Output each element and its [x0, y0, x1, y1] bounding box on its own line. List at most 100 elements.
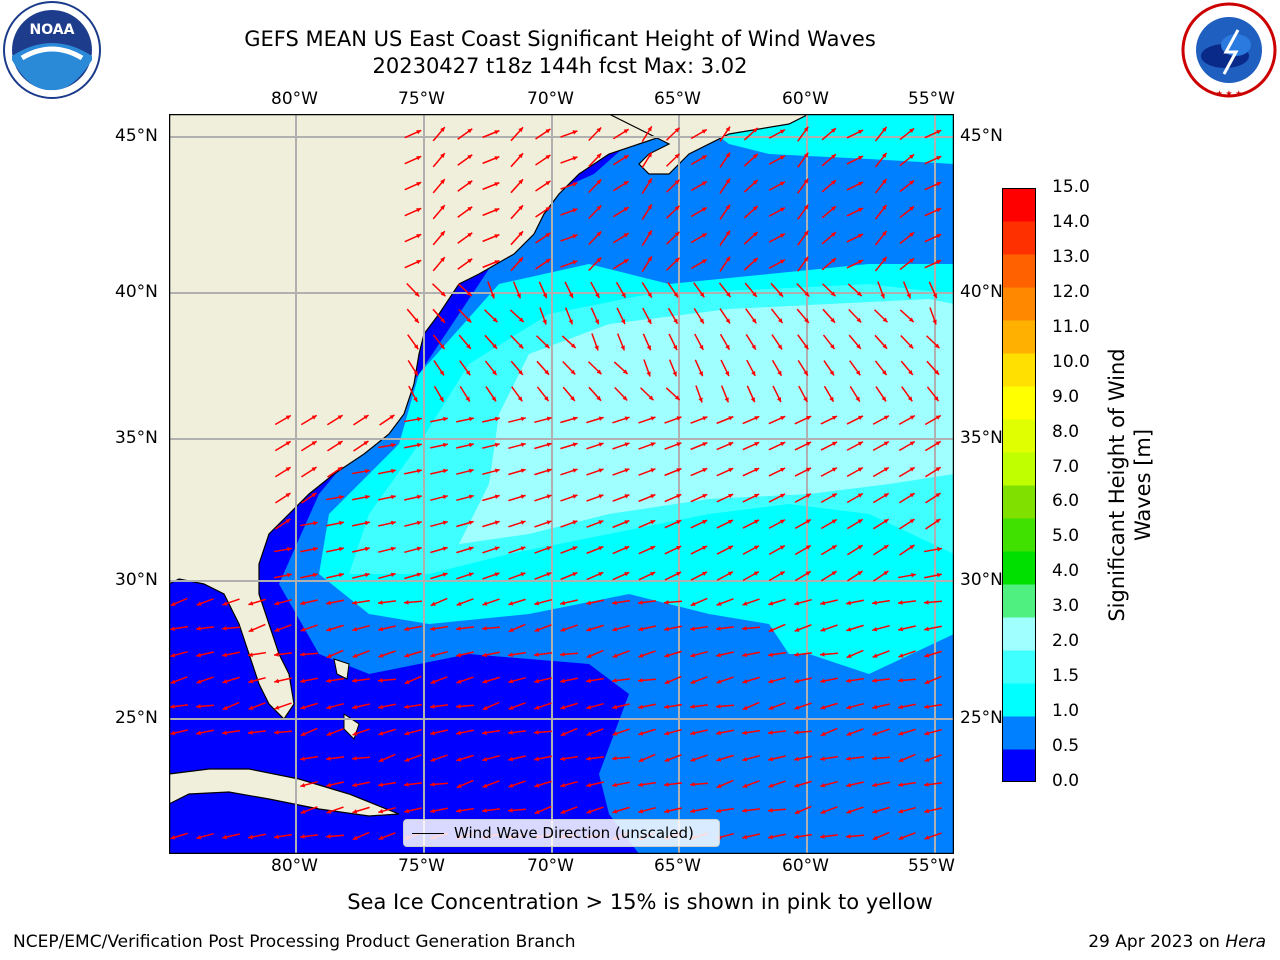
wind-wave-arrowhead — [545, 258, 551, 264]
wind-wave-arrowhead — [725, 152, 731, 158]
wind-wave-arrowhead — [935, 415, 941, 420]
wind-wave-arrowhead — [728, 545, 734, 550]
wind-wave-arrowhead — [858, 415, 864, 420]
wind-wave-arrowhead — [898, 600, 903, 605]
wind-wave-arrowhead — [650, 572, 656, 577]
wind-wave-arrowhead — [768, 783, 774, 788]
wind-wave-arrowhead — [752, 231, 758, 237]
wind-wave-arrowhead — [803, 230, 809, 236]
wind-wave-arrowhead — [416, 494, 422, 500]
wind-wave-arrowhead — [779, 129, 785, 134]
wind-wave-arrowhead — [664, 626, 669, 632]
wind-wave-arrowhead — [352, 626, 358, 632]
wind-wave-arrowhead — [846, 627, 852, 632]
wind-wave-arrowhead — [690, 808, 695, 814]
wind-wave-arrowhead — [378, 757, 384, 762]
wind-wave-arrowhead — [804, 291, 810, 297]
wind-wave-arrowhead — [467, 232, 473, 238]
wind-wave-arrowhead — [442, 572, 448, 577]
wind-wave-arrowhead — [934, 343, 940, 349]
wind-wave-arrowhead — [934, 369, 940, 375]
wind-wave-arrowhead — [440, 344, 445, 350]
footer-date-text: 29 Apr 2023 on — [1088, 932, 1226, 952]
wind-wave-arrowhead — [300, 627, 306, 632]
wind-wave-arrowhead — [898, 678, 903, 683]
wind-wave-arrowhead — [612, 600, 617, 605]
wind-wave-arrowhead — [646, 345, 651, 351]
wind-wave-arrowhead — [676, 494, 682, 499]
wind-wave-arrowhead — [468, 494, 474, 500]
wind-wave-arrowhead — [858, 181, 864, 187]
wind-wave-arrowhead — [857, 467, 863, 472]
wind-wave-arrowhead — [416, 234, 422, 239]
wind-wave-arrowhead — [858, 259, 864, 265]
wind-wave-arrowhead — [326, 782, 332, 788]
wind-wave-arrowhead — [780, 416, 786, 421]
wind-wave-arrowhead — [806, 467, 812, 472]
wind-wave-arrowhead — [416, 208, 422, 213]
wind-wave-arrowhead — [534, 652, 539, 657]
wind-wave-arrowhead — [728, 468, 734, 473]
wind-wave-arrowhead — [482, 783, 488, 788]
land-bahamas — [333, 658, 350, 680]
wind-wave-arrowhead — [701, 233, 707, 238]
wind-wave-arrowhead — [638, 678, 643, 683]
wind-wave-arrowhead — [518, 179, 524, 185]
wind-wave-arrowhead — [516, 293, 521, 299]
wind-wave-arrowhead — [248, 705, 254, 710]
wind-wave-arrowhead — [924, 757, 930, 762]
wind-wave-arrowhead — [780, 493, 786, 498]
wind-wave-arrowhead — [699, 344, 704, 350]
wind-wave-arrowhead — [768, 601, 774, 606]
wind-wave-arrowhead — [326, 678, 331, 683]
wind-wave-arrowhead — [794, 834, 799, 839]
wind-wave-arrowhead — [664, 730, 670, 736]
wind-wave-arrowhead — [883, 493, 889, 498]
wind-wave-arrowhead — [572, 546, 578, 551]
wind-wave-arrowhead — [518, 317, 524, 323]
wind-wave-arrowhead — [804, 318, 809, 323]
wind-wave-arrowhead — [404, 626, 409, 632]
wind-wave-arrowhead — [690, 757, 696, 762]
wind-wave-arrowhead — [222, 626, 227, 631]
wind-wave-arrowhead — [363, 440, 369, 446]
wind-wave-arrowhead — [465, 370, 471, 376]
wind-wave-arrowhead — [545, 154, 551, 160]
wind-wave-arrowhead — [936, 260, 942, 265]
wind-wave-arrowhead — [520, 546, 526, 551]
wind-wave-arrowhead — [417, 416, 422, 422]
wind-wave-arrowhead — [647, 292, 652, 298]
wind-wave-arrowhead — [598, 468, 604, 473]
wind-wave-arrowhead — [858, 155, 864, 161]
wind-wave-arrowhead — [285, 467, 291, 472]
wind-wave-arrowhead — [560, 600, 566, 606]
wind-wave-arrowhead — [674, 153, 680, 159]
wind-wave-arrowhead — [674, 231, 680, 237]
wind-wave-arrowhead — [872, 782, 877, 788]
wind-wave-arrowhead — [326, 627, 332, 632]
wind-wave-arrowhead — [725, 178, 731, 184]
wind-wave-arrowhead — [300, 809, 306, 814]
wind-wave-arrowhead — [674, 205, 680, 211]
wind-wave-arrowhead — [222, 679, 228, 684]
wind-wave-arrowhead — [586, 704, 592, 710]
wind-wave-arrowhead — [829, 370, 835, 376]
wind-wave-arrowhead — [468, 572, 474, 577]
wind-wave-arrowhead — [586, 678, 591, 683]
wind-wave-arrowhead — [378, 626, 384, 632]
wind-wave-arrowhead — [518, 127, 524, 133]
wind-wave-arrowhead — [465, 396, 470, 402]
wind-wave-arrowhead — [742, 652, 747, 658]
wind-wave-arrowhead — [676, 571, 682, 577]
wind-wave-arrowhead — [924, 808, 930, 814]
wind-wave-arrowhead — [872, 756, 877, 761]
wind-wave-arrowhead — [752, 205, 758, 211]
lat-label-left-4: 25°N — [115, 708, 158, 728]
wind-wave-arrowhead — [909, 180, 915, 185]
wind-wave-arrowhead — [716, 652, 722, 658]
wind-wave-arrowhead — [638, 704, 643, 710]
wind-wave-arrowhead — [794, 627, 800, 632]
wind-wave-arrowhead — [676, 416, 682, 421]
wind-wave-arrowhead — [430, 808, 435, 814]
wind-wave-arrowhead — [882, 204, 887, 210]
